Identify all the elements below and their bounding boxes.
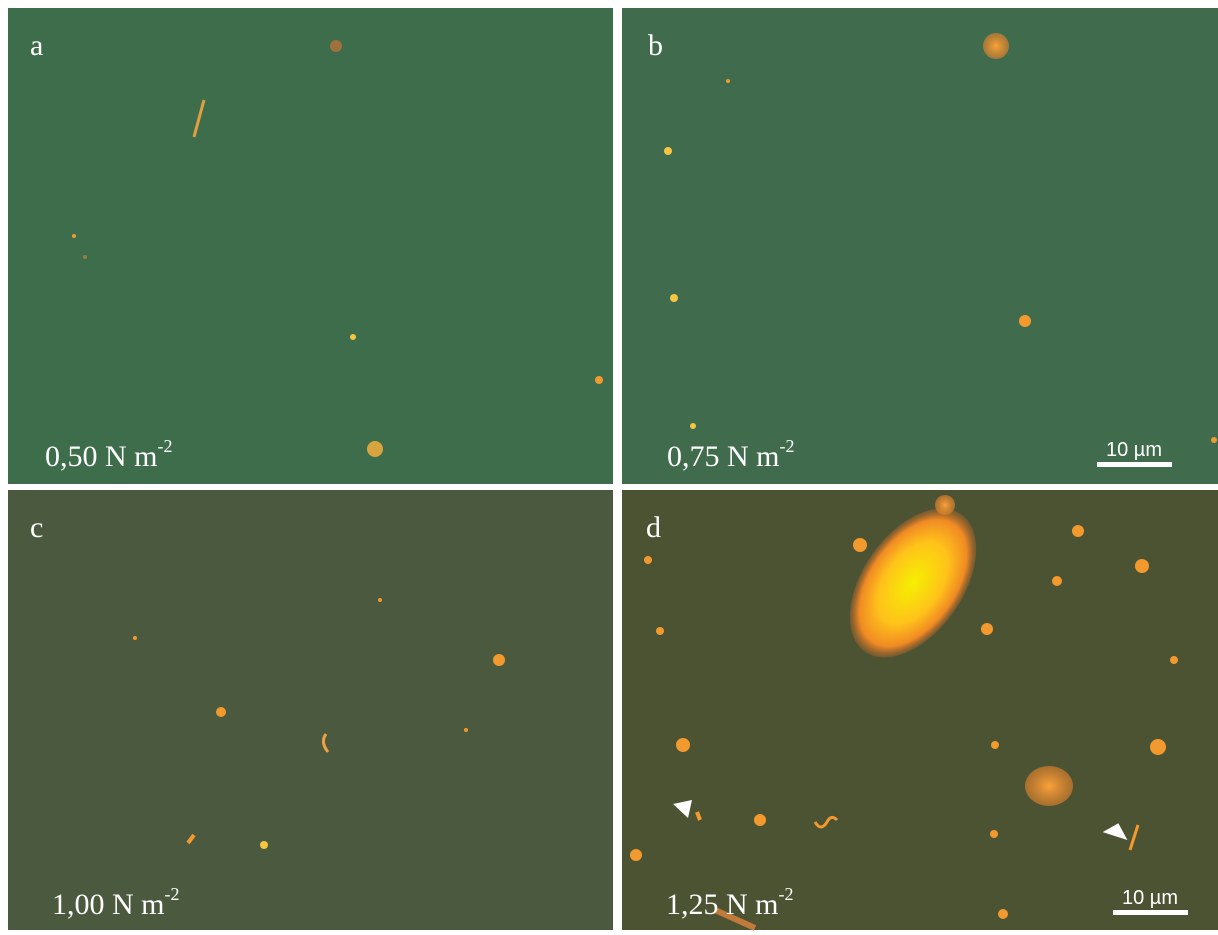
particle [670, 294, 678, 302]
panel-letter: d [646, 511, 661, 544]
particle [1072, 525, 1084, 537]
scale-bar [1097, 462, 1172, 467]
particle [464, 728, 468, 732]
panel-b: b 0,75 N m-2 10 µm [622, 8, 1218, 484]
micrograph [622, 8, 1218, 484]
particle [644, 556, 652, 564]
particle [754, 814, 766, 826]
particle [378, 598, 382, 602]
panel-letter: c [30, 511, 43, 544]
particle [595, 376, 603, 384]
particle [1025, 766, 1073, 806]
particle [998, 909, 1008, 919]
label-exponent: -2 [779, 884, 794, 904]
micrograph [8, 8, 613, 484]
particle [690, 423, 696, 429]
particle [1052, 576, 1062, 586]
particle [991, 741, 999, 749]
particle [330, 40, 342, 52]
particle [853, 538, 867, 552]
panel-label: 0,50 N m-2 [45, 436, 173, 473]
scale-bar [1113, 910, 1188, 915]
panel-label: 1,25 N m-2 [666, 884, 794, 921]
panel-c: c 1,00 N m-2 [8, 490, 613, 930]
particle [1019, 315, 1031, 327]
particle [676, 738, 690, 752]
panel-a: a 0,50 N m-2 [8, 8, 613, 484]
label-text: 1,00 N m [52, 888, 165, 921]
particle [1135, 559, 1149, 573]
particle [656, 627, 664, 635]
scale-bar-label: 10 µm [1122, 887, 1178, 909]
particle [935, 495, 955, 515]
particle [83, 255, 87, 259]
particle [493, 654, 505, 666]
particle [981, 623, 993, 635]
particle [367, 441, 383, 457]
micrograph [8, 490, 613, 930]
scale-bar-label: 10 µm [1106, 439, 1162, 461]
particle [350, 334, 356, 340]
panel-label: 1,00 N m-2 [52, 884, 180, 921]
label-text: 0,50 N m [45, 440, 158, 473]
label-exponent: -2 [780, 436, 795, 456]
particle [1150, 739, 1166, 755]
panel-letter: a [30, 29, 43, 62]
page: {"panels": [ {"letter": "a", "label": "0… [0, 0, 1218, 935]
particle [216, 707, 226, 717]
panel-letter: b [648, 29, 663, 62]
particle [1170, 656, 1178, 664]
label-exponent: -2 [165, 884, 180, 904]
particle [1211, 437, 1217, 443]
figure: a 0,50 N m-2 b 0,75 N m-2 10 µm c 1,00 N… [0, 0, 1218, 935]
panel-d: d 1,25 N m-2 10 µm [622, 486, 1218, 930]
particle [726, 79, 730, 83]
label-text: 1,25 N m [666, 888, 779, 921]
particle [630, 849, 642, 861]
particle [983, 33, 1009, 59]
label-exponent: -2 [158, 436, 173, 456]
particle [133, 636, 137, 640]
particle [990, 830, 998, 838]
panel-label: 0,75 N m-2 [667, 436, 795, 473]
particle [260, 841, 268, 849]
particle [664, 147, 672, 155]
label-text: 0,75 N m [667, 440, 780, 473]
particle [697, 812, 700, 820]
particle [72, 234, 76, 238]
